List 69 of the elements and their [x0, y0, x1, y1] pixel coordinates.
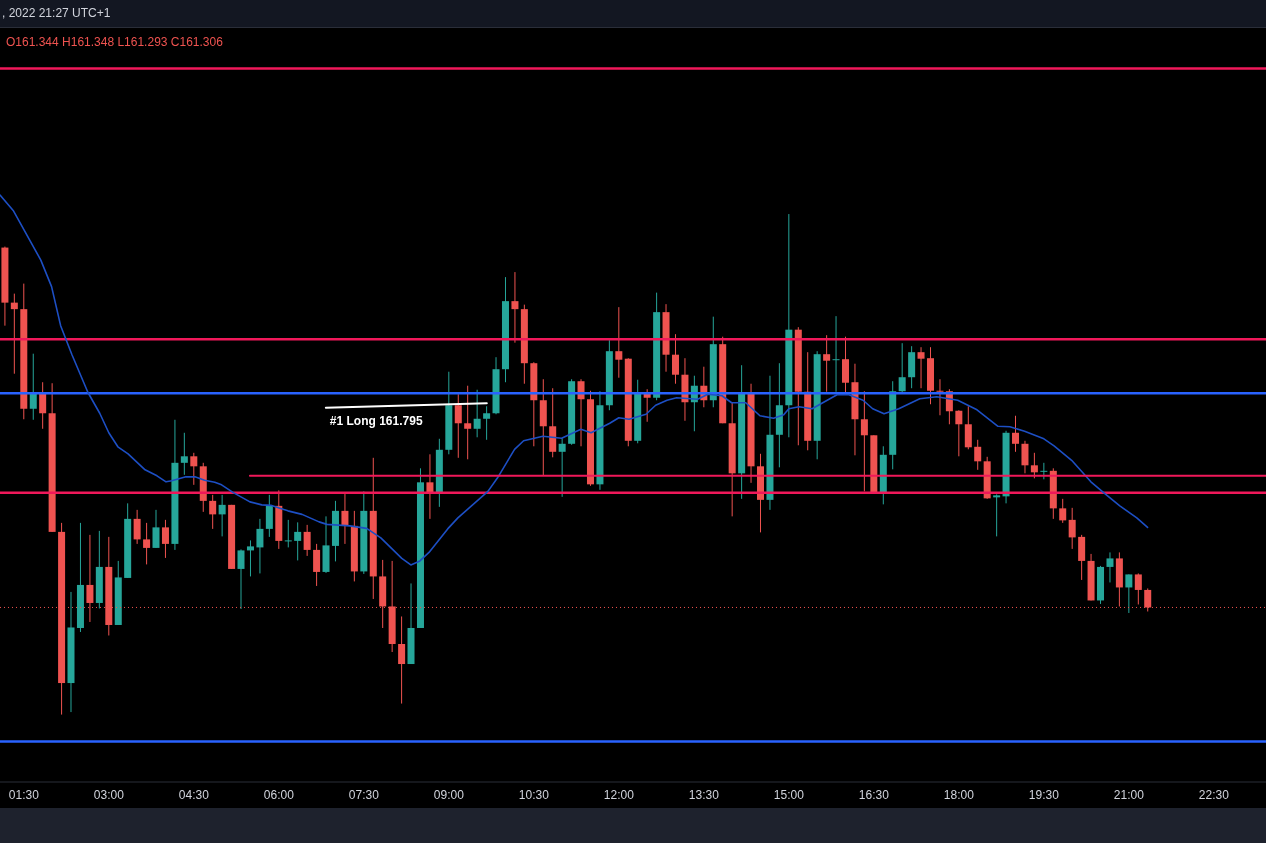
candlestick [303, 524, 311, 557]
text: O161.344 H161.348 L161.293 C161.306 [6, 35, 223, 49]
candlestick [1021, 440, 1029, 474]
candlestick [464, 385, 472, 460]
candlestick [671, 333, 679, 385]
x-tick-label: 03:00 [93, 787, 125, 802]
x-tick-label: 22:30 [1198, 787, 1230, 802]
x-tick-label: 15:00 [773, 787, 805, 802]
candlestick [993, 493, 1001, 537]
x-tick-label: 21:00 [1113, 787, 1145, 802]
x-tick-label: 10:30 [518, 787, 550, 802]
annotation: #1 Long 161.795 [329, 413, 423, 428]
candlestick [1059, 498, 1067, 524]
candlestick [256, 518, 264, 574]
x-tick-label: 06:00 [263, 787, 295, 802]
candlestick [1030, 452, 1038, 479]
candlestick [313, 543, 321, 587]
candlestick [1068, 507, 1076, 550]
chart-title: , 2022 21:27 UTC+1 [2, 6, 111, 20]
candlestick [218, 494, 226, 537]
candlestick [511, 271, 519, 344]
candlestick [1125, 573, 1133, 614]
candlestick [180, 432, 188, 476]
candlestick [483, 405, 491, 441]
candlestick [454, 393, 462, 459]
candlestick [10, 293, 18, 375]
candlestick [832, 315, 840, 393]
top-panel: , 2022 21:27 UTC+1 [0, 0, 1266, 28]
x-tick-label: 09:00 [433, 787, 465, 802]
candlestick [294, 521, 302, 561]
x-tick-label: 18:00 [943, 787, 975, 802]
candlestick [974, 439, 982, 471]
x-tick-label: 13:30 [688, 787, 720, 802]
candlestick [265, 494, 273, 538]
x-tick-label: 07:30 [348, 787, 380, 802]
candlestick [936, 378, 944, 416]
candlestick [209, 494, 217, 530]
x-tick-label: 01:30 [8, 787, 40, 802]
candlestick [133, 509, 141, 545]
candlestick [284, 519, 292, 548]
x-tick-label: 12:00 [603, 787, 635, 802]
x-tick-label: 04:30 [178, 787, 210, 802]
x-tick-label: 19:30 [1028, 787, 1060, 802]
candlestick [1012, 415, 1020, 453]
candlestick [190, 452, 198, 486]
candlestick [860, 390, 868, 492]
candlestick [1134, 572, 1142, 605]
candlestick [955, 409, 963, 457]
candlestick [341, 491, 349, 545]
candlestick [143, 522, 151, 565]
x-tick-label: 16:30 [858, 787, 890, 802]
candlestick [152, 509, 160, 549]
candlestick [823, 334, 831, 393]
candlestick [898, 342, 906, 394]
candlestick [1106, 551, 1114, 583]
candlestick [842, 336, 849, 393]
candlestick [917, 346, 925, 389]
candlestick [558, 437, 566, 498]
candlestick [39, 381, 47, 430]
candlestick [237, 548, 245, 610]
candlestick [246, 539, 254, 577]
candlestick [398, 615, 406, 705]
candlestick [161, 519, 169, 559]
candlestick [473, 389, 481, 438]
candlestick [615, 306, 623, 379]
candlestick [426, 453, 434, 520]
candlestick [643, 388, 651, 423]
candlestick [964, 405, 972, 450]
candlestick [29, 353, 37, 421]
